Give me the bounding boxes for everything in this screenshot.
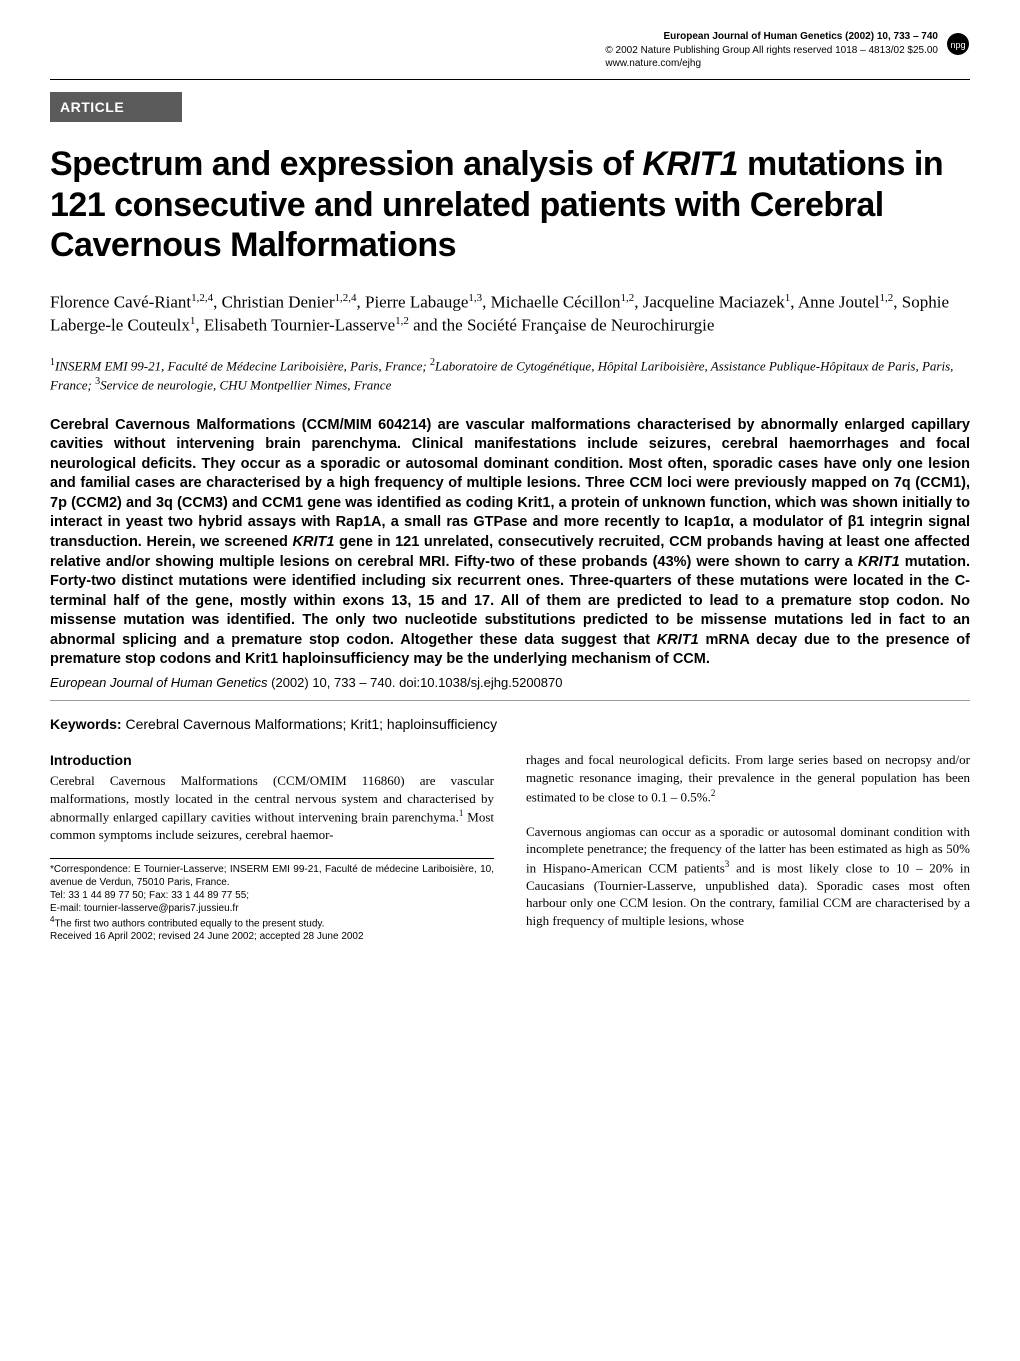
article-title: Spectrum and expression analysis of KRIT… [50,144,970,264]
abstract: Cerebral Cavernous Malformations (CCM/MI… [50,416,970,670]
intro-heading: Introduction [50,751,494,770]
author-list: Florence Cavé-Riant1,2,4, Christian Deni… [50,291,970,338]
copyright-line: © 2002 Nature Publishing Group All right… [605,44,938,58]
title-gene: KRIT1 [642,145,738,183]
right-column: rhages and focal neurological deficits. … [526,751,970,943]
npg-logo-icon: npg [946,32,970,63]
running-header: European Journal of Human Genetics (2002… [50,30,970,73]
citation-doi: doi:10.1038/sj.ejhg.5200870 [399,675,562,690]
journal-line: European Journal of Human Genetics (2002… [605,30,938,44]
body-two-column: Introduction Cerebral Cavernous Malforma… [50,751,970,943]
title-pre: Spectrum and expression analysis of [50,145,642,183]
keywords-text: Cerebral Cavernous Malformations; Krit1;… [125,716,497,732]
header-rule [50,79,970,80]
keywords-label: Keywords: [50,716,122,732]
citation-pages: 733 – 740. [334,675,395,690]
citation-year-vol: (2002) 10, [271,675,330,690]
citation-journal: European Journal of Human Genetics [50,675,268,690]
citation: European Journal of Human Genetics (2002… [50,674,970,692]
svg-text:npg: npg [950,40,965,50]
abstract-rule [50,700,970,701]
intro-left-text: Cerebral Cavernous Malformations (CCM/OM… [50,772,494,844]
affiliations: 1INSERM EMI 99-21, Faculté de Médecine L… [50,356,970,394]
header-info: European Journal of Human Genetics (2002… [605,30,938,57]
intro-right-text: rhages and focal neurological deficits. … [526,751,970,929]
journal-url: www.nature.com/ejhg [605,57,938,71]
footnotes: *Correspondence: E Tournier-Lasserve; IN… [50,858,494,943]
article-type-tag: ARTICLE [50,92,182,123]
keywords: Keywords: Cerebral Cavernous Malformatio… [50,715,970,734]
left-column: Introduction Cerebral Cavernous Malforma… [50,751,494,943]
